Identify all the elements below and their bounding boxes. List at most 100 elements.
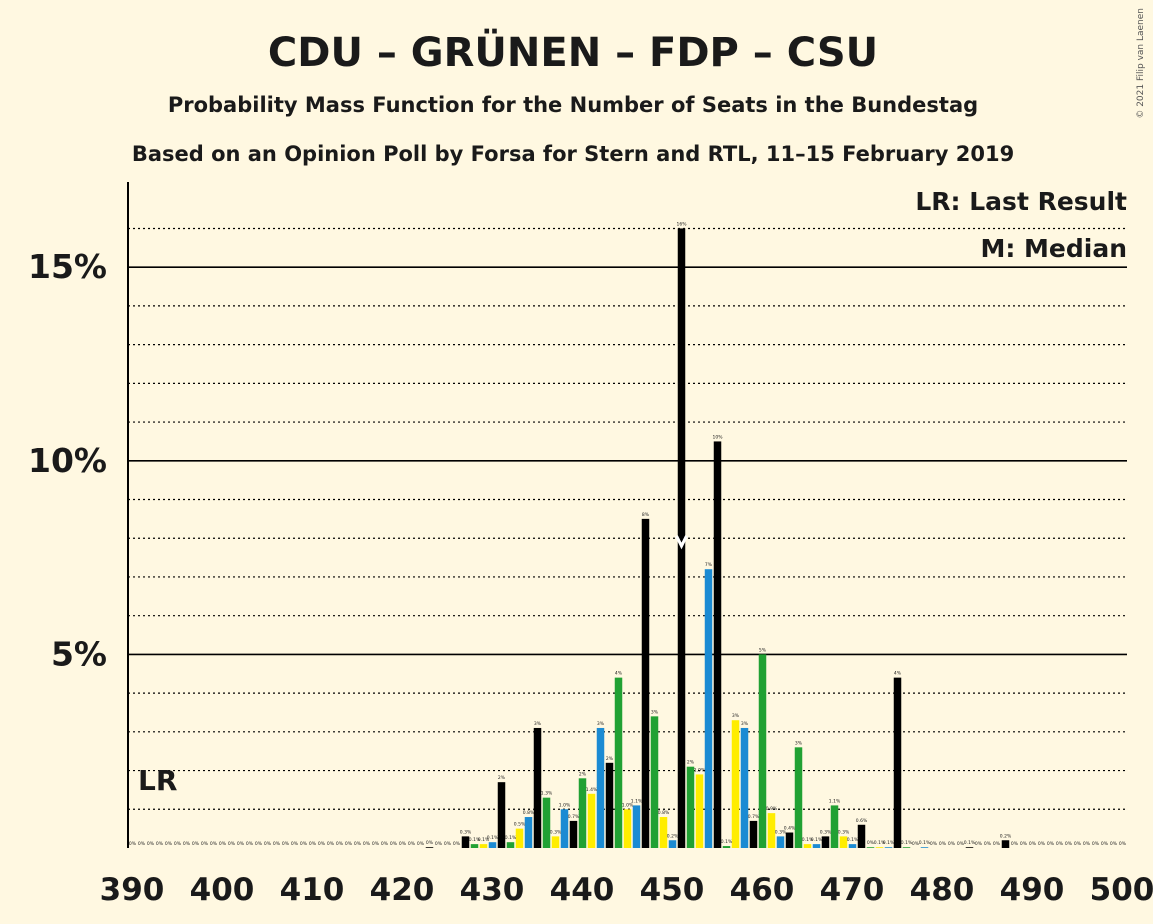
bar-value-label: 0.3% [460, 829, 472, 835]
bar-value-label: 0.1% [802, 837, 814, 843]
bar-value-label: 0% [390, 841, 398, 847]
bar-value-label: 0.3% [838, 829, 850, 835]
bar-value-label: 0.7% [748, 814, 760, 820]
bar-value-label: 1.3% [541, 791, 553, 797]
bar-value-label: 2% [498, 775, 506, 781]
bar-value-label: 0.3% [820, 829, 832, 835]
bar-value-label: 0.1% [811, 837, 823, 843]
x-tick-label: 500 [1090, 872, 1153, 908]
bar-value-label: 0% [174, 841, 182, 847]
y-ticks: 5% 10% 15% [28, 247, 107, 673]
bar-value-label: 0.1% [883, 840, 895, 846]
bar-value-label: 0% [282, 841, 290, 847]
bar-461 [767, 813, 776, 848]
bar-value-label: 1.0% [622, 802, 634, 808]
median-marker [675, 535, 688, 550]
bar-465 [803, 844, 812, 848]
bar-value-label: 3% [732, 713, 740, 719]
bar-value-label: 2% [687, 760, 695, 766]
bar-value-label: 0% [336, 841, 344, 847]
bar-value-label: 0% [975, 841, 983, 847]
x-tick-label: 410 [280, 872, 345, 908]
bar-444 [614, 677, 623, 848]
bar-value-label: 0% [1101, 841, 1109, 847]
bar-value-label: 0% [867, 840, 875, 846]
y-tick-label: 15% [28, 247, 107, 286]
bar-value-label: 0% [1074, 841, 1082, 847]
bar-487 [1001, 840, 1010, 848]
bar-value-label: 2% [579, 771, 587, 777]
bar-464 [794, 747, 803, 848]
bar-value-label: 0% [273, 841, 281, 847]
bar-445 [623, 809, 632, 848]
bar-value-label: 0% [1029, 841, 1037, 847]
bar-value-label: 0.2% [667, 833, 679, 839]
bar-value-label: 1.1% [829, 798, 841, 804]
bar-value-label: 7% [705, 562, 713, 568]
bar-value-label: 0.1% [505, 835, 517, 841]
x-tick-label: 460 [730, 872, 795, 908]
bar-value-label: 8% [642, 512, 650, 518]
bar-value-label: 0.1% [919, 840, 931, 846]
bar-441 [587, 793, 596, 848]
bar-value-label: 0% [210, 841, 218, 847]
bar-value-label: 0.5% [514, 822, 526, 828]
bar-471 [857, 824, 866, 848]
bar-value-label: 0% [435, 841, 443, 847]
bar-468 [830, 805, 839, 848]
bar-446 [632, 805, 641, 848]
bar-value-label: 0.1% [874, 840, 886, 846]
x-tick-label: 440 [550, 872, 615, 908]
bar-value-label: 0% [300, 841, 308, 847]
gridlines [128, 227, 1127, 810]
bar-450 [668, 840, 677, 848]
bar-value-label: 3% [651, 709, 659, 715]
bar-value-label: 0% [1110, 841, 1118, 847]
bar-value-label: 0% [264, 841, 272, 847]
chart-title: CDU – GRÜNEN – FDP – CSU [268, 28, 878, 76]
bar-459 [749, 820, 758, 848]
bar-value-label: 3% [741, 721, 749, 727]
bar-432 [506, 842, 515, 848]
bar-value-label: 0.1% [469, 837, 481, 843]
bar-value-label: 0% [318, 841, 326, 847]
y-tick-label: 5% [51, 634, 107, 673]
bar-value-label: 0% [1020, 841, 1028, 847]
bar-value-label: 0% [309, 841, 317, 847]
bar-476 [902, 847, 911, 848]
bar-value-label: 0% [453, 841, 461, 847]
bar-448 [650, 716, 659, 848]
bar-value-label: 0% [246, 841, 254, 847]
bar-462 [776, 836, 785, 848]
bar-457 [731, 720, 740, 848]
bar-value-label: 0% [399, 841, 407, 847]
bar-449 [659, 817, 668, 848]
bars-group [425, 228, 1010, 849]
bar-value-label: 0.9% [766, 806, 778, 812]
bar-value-label: 0.1% [721, 839, 733, 845]
bar-value-label: 0% [291, 841, 299, 847]
bar-value-label: 0.6% [856, 818, 868, 824]
bar-value-label: 0% [1092, 841, 1100, 847]
bar-value-label: 0% [147, 841, 155, 847]
bar-value-label: 0% [201, 841, 209, 847]
bar-455 [713, 441, 722, 848]
bar-430 [488, 842, 497, 848]
bar-434 [524, 817, 533, 848]
bar-447 [641, 518, 650, 848]
bar-value-label: 0% [237, 841, 245, 847]
bar-value-label: 0% [1038, 841, 1046, 847]
bar-438 [560, 809, 569, 848]
x-tick-label: 390 [100, 872, 165, 908]
bar-458 [740, 727, 749, 848]
bar-value-label: 0.1% [478, 837, 490, 843]
bar-443 [605, 762, 614, 848]
bar-435 [533, 727, 542, 848]
bar-value-label: 3% [534, 721, 542, 727]
bar-value-label: 0% [138, 841, 146, 847]
bar-value-label: 0% [993, 841, 1001, 847]
bar-value-label: 0% [327, 841, 335, 847]
bar-value-label: 2% [606, 756, 614, 762]
bar-433 [515, 828, 524, 848]
bar-value-label: 0.1% [901, 840, 913, 846]
